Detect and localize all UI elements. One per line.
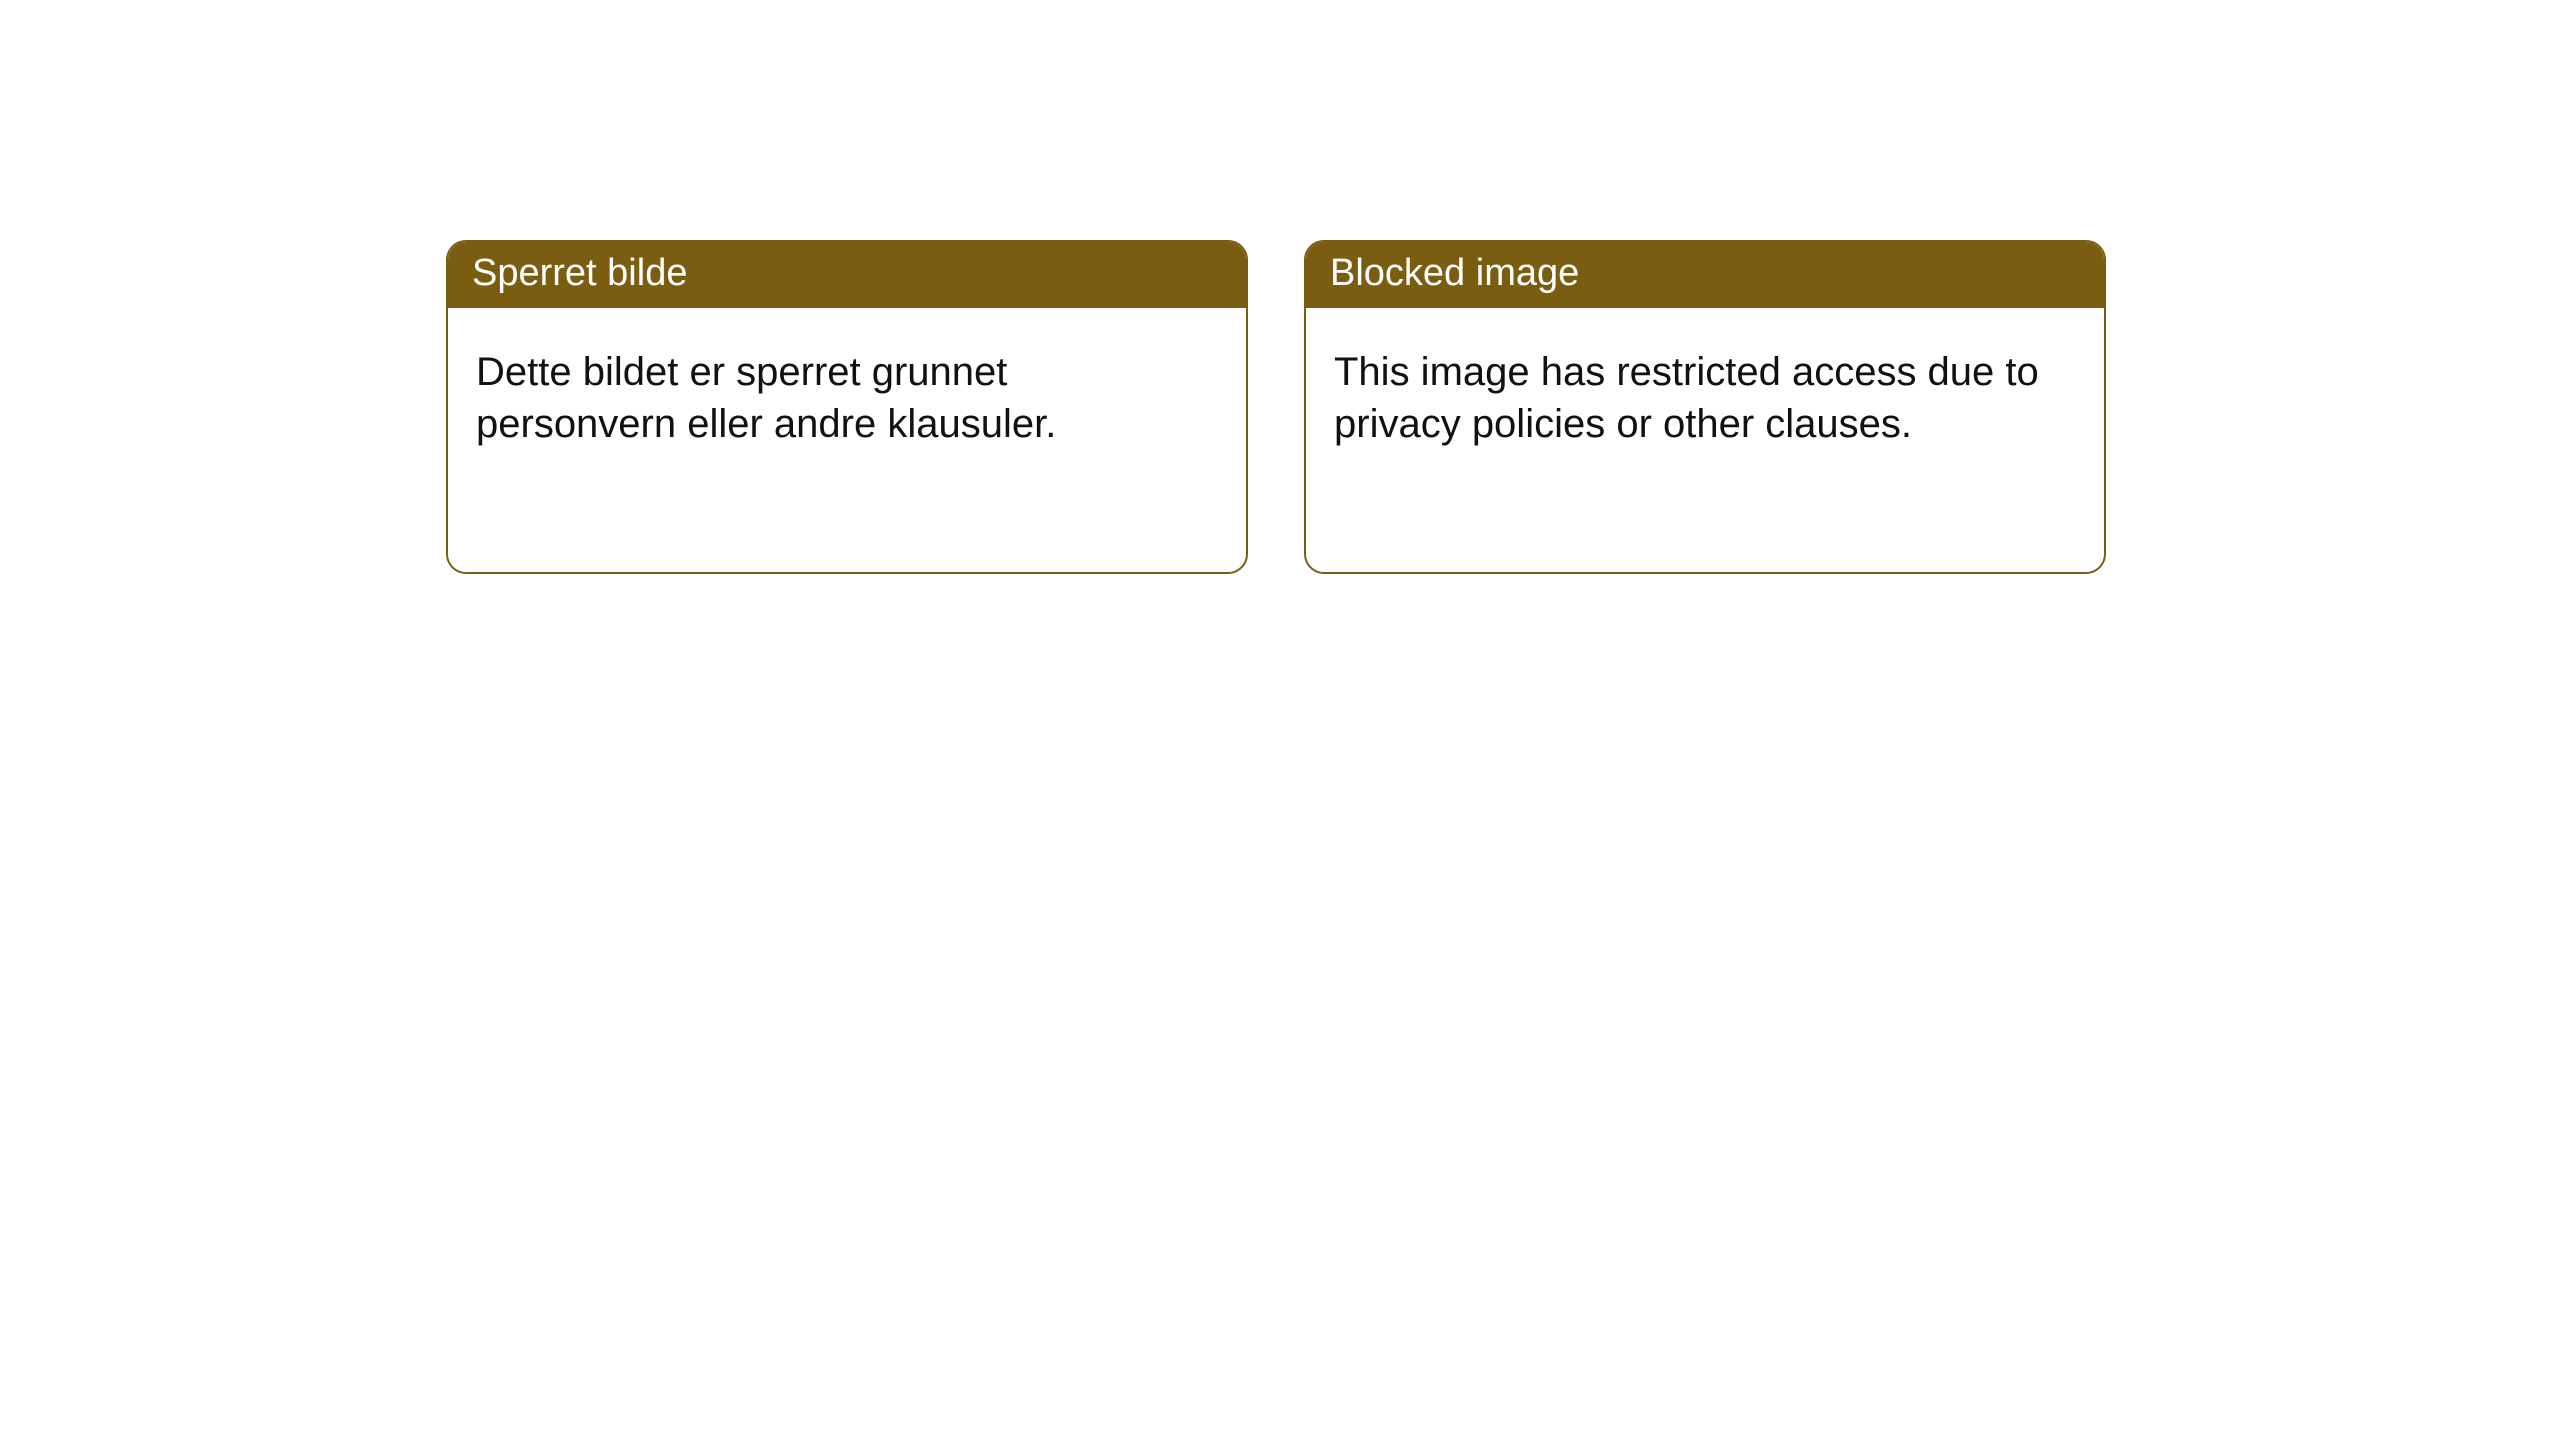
notice-container: Sperret bilde Dette bildet er sperret gr… — [0, 0, 2560, 574]
card-body-text: Dette bildet er sperret grunnet personve… — [448, 308, 1246, 470]
card-title: Blocked image — [1306, 242, 2104, 308]
card-title: Sperret bilde — [448, 242, 1246, 308]
blocked-image-card-norwegian: Sperret bilde Dette bildet er sperret gr… — [446, 240, 1248, 574]
card-body-text: This image has restricted access due to … — [1306, 308, 2104, 470]
blocked-image-card-english: Blocked image This image has restricted … — [1304, 240, 2106, 574]
